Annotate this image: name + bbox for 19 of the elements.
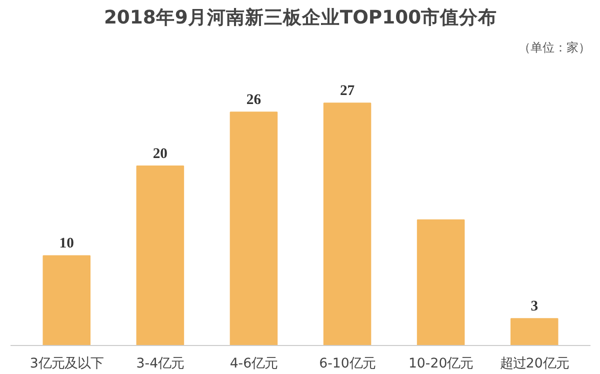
x-tick-label: 3-4亿元 — [136, 356, 184, 372]
x-tick-label: 10-20亿元 — [408, 356, 474, 372]
chart-subtitle: （单位：家） — [518, 40, 590, 54]
x-tick-label: 6-10亿元 — [319, 356, 376, 372]
chart-title: 2018年9月河南新三板企业TOP100市值分布 — [104, 6, 498, 28]
data-label: 26 — [246, 92, 262, 108]
bar — [416, 219, 465, 346]
data-label: 10 — [59, 236, 74, 252]
x-tick-label: 超过20亿元 — [500, 356, 569, 372]
bar — [42, 255, 91, 346]
bar — [510, 318, 558, 346]
bar — [323, 102, 372, 346]
data-label: 20 — [152, 146, 168, 162]
data-label: 27 — [340, 83, 355, 100]
x-tick-label: 3亿元及以下 — [30, 356, 104, 372]
bar — [230, 112, 278, 346]
data-label: 3 — [530, 298, 538, 315]
x-tick-label: 4-6亿元 — [230, 356, 278, 372]
bar — [136, 165, 184, 346]
